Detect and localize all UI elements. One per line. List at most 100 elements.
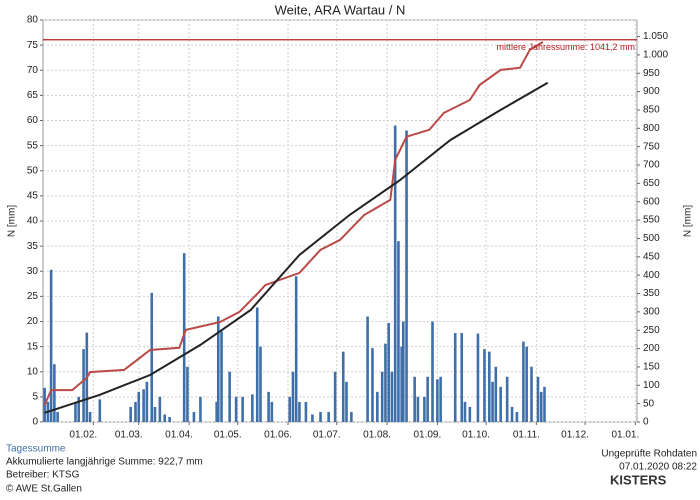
status: Ungeprüfte Rohdaten (601, 449, 697, 460)
bar (510, 406, 514, 422)
x-tick-label: 01.10. (462, 430, 490, 441)
bar (56, 411, 59, 422)
y-tick-label: 65 (27, 90, 39, 101)
bar (401, 321, 405, 422)
bar (476, 333, 480, 422)
bar (77, 396, 81, 422)
bar (150, 292, 154, 422)
bar (522, 341, 525, 422)
bar (186, 366, 189, 422)
bar (145, 381, 149, 422)
bar (488, 351, 491, 422)
bar (294, 276, 298, 422)
bar (505, 376, 509, 422)
bar (82, 349, 85, 422)
bar (74, 401, 77, 422)
y2-tick-label: 50 (643, 398, 655, 409)
bar (366, 316, 369, 422)
bar (129, 406, 132, 422)
bar (255, 307, 259, 422)
bar (436, 379, 439, 422)
x-tick-label: 01.09. (413, 430, 441, 441)
bar (536, 376, 540, 422)
bar (345, 381, 348, 422)
bar (341, 351, 345, 422)
y2-tick-label: 250 (643, 325, 660, 336)
reference-label: mittlere Jahressumme: 1041,2 mm (496, 42, 635, 52)
y-tick-label: 20 (27, 316, 39, 327)
bar (525, 346, 528, 422)
bar (431, 321, 434, 422)
bar (380, 371, 384, 422)
note: Betreiber: KTSG (6, 470, 80, 481)
bar (153, 406, 157, 422)
y-tick-label: 50 (27, 165, 39, 176)
bar (259, 346, 262, 422)
y-tick-label: 15 (27, 341, 39, 352)
bar (515, 411, 519, 422)
bar (384, 343, 387, 422)
bar (53, 364, 56, 422)
bar (182, 253, 186, 422)
bar (158, 396, 162, 422)
bar (423, 396, 426, 422)
y-tick-label: 60 (27, 115, 39, 126)
x-tick-label: 01.02. (69, 430, 97, 441)
x-tick-label: 01.03. (115, 430, 143, 441)
x-tick-label: 01.08. (363, 430, 391, 441)
bar (463, 401, 467, 422)
y2-tick-label: 800 (643, 123, 660, 134)
bar (291, 371, 295, 422)
bar (460, 333, 464, 422)
bar (228, 371, 231, 422)
x-tick-label: 01.11. (513, 430, 540, 441)
bar (494, 366, 498, 422)
brand: KISTERS (610, 472, 667, 487)
y2-tick-label: 350 (643, 288, 660, 299)
y-tick-label: 10 (27, 366, 39, 377)
bar (499, 386, 502, 422)
y2-tick-label: 0 (643, 417, 649, 428)
bar (453, 333, 457, 422)
bar (416, 396, 420, 422)
y2-tick-label: 850 (643, 105, 660, 116)
y2-tick-label: 600 (643, 196, 660, 207)
y-tick-label: 35 (27, 241, 39, 252)
bar (304, 401, 308, 422)
bar (539, 391, 543, 422)
y-tick-label: 5 (32, 392, 38, 403)
bar (530, 366, 533, 422)
bar (390, 371, 394, 422)
bar (216, 316, 220, 422)
line (43, 41, 544, 406)
x-tick-label: 01.04. (165, 430, 193, 441)
y-tick-label: 70 (27, 65, 39, 76)
bar (426, 376, 429, 422)
bar (142, 389, 145, 422)
bar (350, 411, 353, 422)
x-tick-label: 01.05. (214, 430, 242, 441)
y-tick-label: 30 (27, 266, 39, 277)
bar (199, 396, 202, 422)
note: © AWE St.Gallen (6, 484, 82, 495)
bar (241, 396, 244, 422)
bar (220, 331, 223, 422)
chart-title: Weite, ARA Wartau / N (275, 2, 406, 17)
bar (298, 401, 301, 422)
bar (163, 414, 167, 422)
bar (543, 386, 546, 422)
bar (88, 411, 92, 422)
y2-tick-label: 150 (643, 362, 660, 373)
y2-tick-label: 300 (643, 307, 660, 318)
y-tick-label: 75 (27, 40, 39, 51)
y2-tick-label: 450 (643, 251, 660, 262)
bar (234, 396, 238, 422)
y-tick-label: 40 (27, 216, 39, 227)
bar (393, 125, 397, 423)
bar (49, 269, 53, 422)
y2-tick-label: 400 (643, 270, 660, 281)
legend-entry: Tagessumme (6, 444, 66, 455)
x-tick-label: 01.07. (313, 430, 341, 441)
y2-tick-label: 650 (643, 178, 660, 189)
y2-tick-label: 700 (643, 160, 660, 171)
